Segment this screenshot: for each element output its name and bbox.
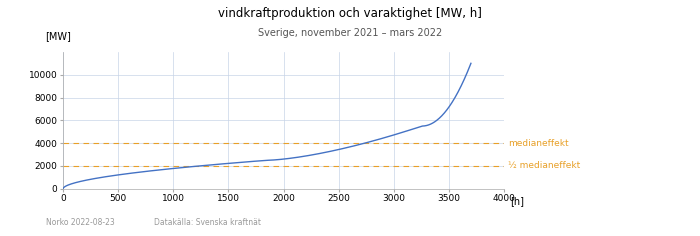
Text: ½ medianeffekt: ½ medianeffekt	[508, 161, 581, 170]
Text: [h]: [h]	[510, 196, 524, 206]
Text: vindkraftproduktion och varaktighet [MW, h]: vindkraftproduktion och varaktighet [MW,…	[218, 7, 482, 20]
Text: Sverige, november 2021 – mars 2022: Sverige, november 2021 – mars 2022	[258, 28, 442, 38]
Text: Datakälla: Svenska kraftnät: Datakälla: Svenska kraftnät	[154, 218, 261, 227]
Text: medianeffekt: medianeffekt	[508, 139, 569, 148]
Text: [MW]: [MW]	[46, 31, 71, 41]
Text: Norko 2022-08-23: Norko 2022-08-23	[46, 218, 114, 227]
